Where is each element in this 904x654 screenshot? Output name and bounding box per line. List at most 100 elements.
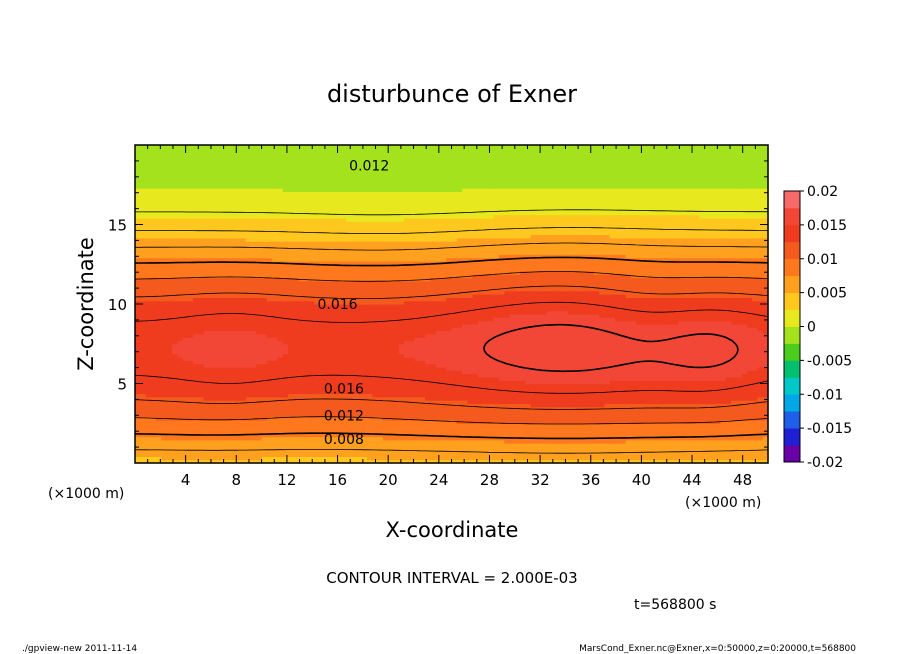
fill-cell <box>277 443 284 448</box>
fill-cell <box>435 416 442 421</box>
fill-cell <box>203 436 210 441</box>
fill-cell <box>520 337 526 342</box>
fill-cell <box>741 403 748 408</box>
fill-cell <box>409 410 416 414</box>
fill-cell <box>625 360 632 365</box>
fill-cell <box>261 426 268 431</box>
fill-cell <box>346 459 352 464</box>
fill-cell <box>551 396 558 401</box>
fill-cell <box>646 423 653 428</box>
fill-cell <box>446 400 453 404</box>
fill-cell <box>388 426 395 431</box>
fill-cell <box>177 403 184 408</box>
fill-cell <box>219 330 226 335</box>
fill-cell <box>736 459 743 464</box>
fill-cell <box>562 340 569 345</box>
fill-cell <box>620 396 627 401</box>
fill-cell <box>419 393 426 398</box>
fill-cell <box>725 429 732 434</box>
fill-cell <box>588 357 595 361</box>
fill-cell <box>636 419 643 424</box>
fill-cell <box>309 366 315 371</box>
fill-cell <box>282 330 289 335</box>
fill-cell <box>620 370 627 375</box>
fill-cell <box>261 333 268 338</box>
fill-cell <box>599 360 606 365</box>
fill-cell <box>572 376 579 381</box>
fill-cell <box>498 423 505 428</box>
fill-cell <box>145 410 152 414</box>
fill-cell <box>193 443 199 448</box>
fill-cell <box>303 360 310 365</box>
fill-cell <box>193 340 199 345</box>
fill-cell <box>335 366 342 371</box>
fill-cell <box>757 350 764 355</box>
fill-cell <box>599 429 606 434</box>
fill-cell <box>525 350 532 355</box>
fill-cell <box>593 416 600 421</box>
fill-cell <box>694 403 701 408</box>
fill-cell <box>235 370 242 375</box>
fill-cell <box>235 413 242 418</box>
fill-cell <box>493 360 500 365</box>
fill-cell <box>208 340 215 345</box>
fill-cell <box>198 439 205 444</box>
fill-cell <box>356 350 363 355</box>
fill-cell <box>314 363 321 368</box>
fill-cell <box>435 373 442 378</box>
fill-cell <box>520 449 526 454</box>
fill-cell <box>746 386 753 391</box>
fill-cell <box>462 323 468 328</box>
fill-cell <box>150 410 157 414</box>
fill-cell <box>425 423 432 428</box>
fill-cell <box>757 413 764 418</box>
fill-cell <box>166 449 173 454</box>
fill-cell <box>683 403 690 408</box>
fill-cell <box>266 383 273 388</box>
fill-cell <box>430 426 437 431</box>
fill-cell <box>346 436 352 441</box>
fill-cell <box>683 373 690 378</box>
fill-cell <box>572 423 579 428</box>
fill-cell <box>541 340 548 345</box>
fill-cell <box>388 380 395 385</box>
fill-cell <box>667 439 674 444</box>
fill-cell <box>382 330 389 335</box>
fill-cell <box>720 416 727 421</box>
fill-cell <box>414 459 421 464</box>
fill-cell <box>720 383 727 388</box>
fill-cell <box>688 400 695 404</box>
fill-cell <box>715 370 722 375</box>
fill-cell <box>557 419 563 424</box>
fill-cell <box>382 413 389 418</box>
fill-cell <box>393 383 400 388</box>
fill-cell <box>472 330 479 335</box>
fill-cell <box>704 337 711 342</box>
fill-cell <box>625 340 632 345</box>
fill-cell <box>483 459 490 464</box>
fill-cell <box>667 416 674 421</box>
fill-cell <box>361 459 368 464</box>
fill-cell <box>388 350 395 355</box>
fill-cell <box>256 406 263 411</box>
fill-cell <box>762 370 769 375</box>
fill-cell <box>699 426 706 431</box>
fill-cell <box>282 453 289 457</box>
fill-cell <box>324 423 331 428</box>
fill-cell <box>272 439 279 444</box>
fill-cell <box>520 429 526 434</box>
fill-cell <box>520 353 526 358</box>
fill-cell <box>657 433 664 438</box>
fill-cell <box>330 410 337 414</box>
fill-cell <box>324 350 331 355</box>
fill-cell <box>171 360 178 365</box>
fill-cell <box>251 443 257 448</box>
fill-cell <box>303 433 310 438</box>
fill-cell <box>214 386 221 391</box>
fill-cell <box>593 380 600 385</box>
fill-cell <box>557 423 563 428</box>
fill-cell <box>277 456 284 461</box>
fill-cell <box>156 327 162 332</box>
fill-cell <box>699 456 706 461</box>
fill-cell <box>673 393 679 398</box>
